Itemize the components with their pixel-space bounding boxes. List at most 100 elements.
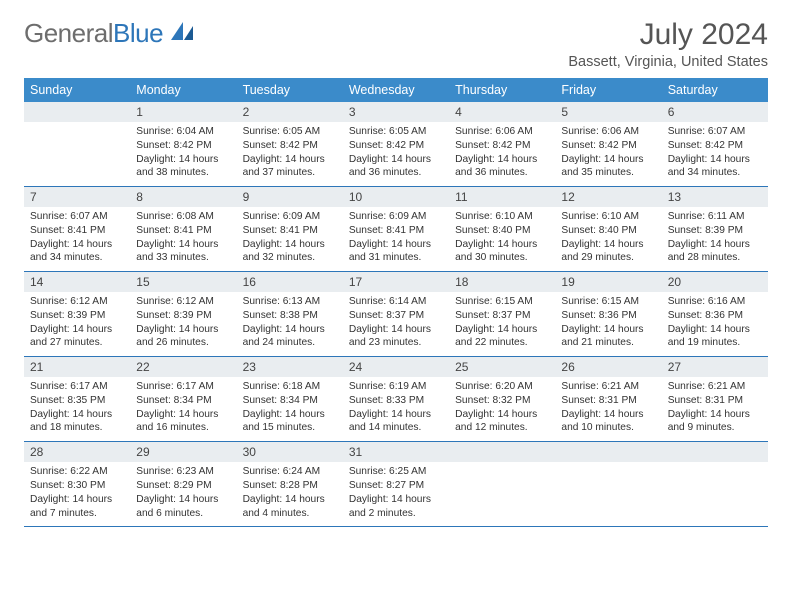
day-cell: 11Sunrise: 6:10 AMSunset: 8:40 PMDayligh… [449, 187, 555, 272]
day-cell [24, 102, 130, 187]
day-cell: 8Sunrise: 6:08 AMSunset: 8:41 PMDaylight… [130, 187, 236, 272]
day-cell: 13Sunrise: 6:11 AMSunset: 8:39 PMDayligh… [662, 187, 768, 272]
day-body: Sunrise: 6:12 AMSunset: 8:39 PMDaylight:… [130, 292, 236, 356]
day-body: Sunrise: 6:08 AMSunset: 8:41 PMDaylight:… [130, 207, 236, 271]
logo-sail-icon [169, 20, 197, 47]
day-cell: 12Sunrise: 6:10 AMSunset: 8:40 PMDayligh… [555, 187, 661, 272]
day-body: Sunrise: 6:15 AMSunset: 8:36 PMDaylight:… [555, 292, 661, 356]
day-body: Sunrise: 6:18 AMSunset: 8:34 PMDaylight:… [237, 377, 343, 441]
day-body: Sunrise: 6:04 AMSunset: 8:42 PMDaylight:… [130, 122, 236, 186]
day-body: Sunrise: 6:10 AMSunset: 8:40 PMDaylight:… [449, 207, 555, 271]
day-number: 10 [343, 187, 449, 207]
weekday-header: Monday [130, 78, 236, 102]
week-row: 28Sunrise: 6:22 AMSunset: 8:30 PMDayligh… [24, 442, 768, 527]
day-cell: 1Sunrise: 6:04 AMSunset: 8:42 PMDaylight… [130, 102, 236, 187]
day-number: 7 [24, 187, 130, 207]
day-number: 5 [555, 102, 661, 122]
day-cell: 7Sunrise: 6:07 AMSunset: 8:41 PMDaylight… [24, 187, 130, 272]
day-number: 25 [449, 357, 555, 377]
day-number: 19 [555, 272, 661, 292]
day-number: 22 [130, 357, 236, 377]
day-body-empty [662, 462, 768, 516]
day-number: 6 [662, 102, 768, 122]
logo-part2: Blue [113, 18, 163, 48]
weekday-header: Sunday [24, 78, 130, 102]
day-number: 18 [449, 272, 555, 292]
day-cell: 29Sunrise: 6:23 AMSunset: 8:29 PMDayligh… [130, 442, 236, 527]
day-body: Sunrise: 6:07 AMSunset: 8:42 PMDaylight:… [662, 122, 768, 186]
day-body: Sunrise: 6:21 AMSunset: 8:31 PMDaylight:… [662, 377, 768, 441]
week-row: 14Sunrise: 6:12 AMSunset: 8:39 PMDayligh… [24, 272, 768, 357]
day-body-empty [555, 462, 661, 516]
calendar-table: Sunday Monday Tuesday Wednesday Thursday… [24, 78, 768, 527]
day-body: Sunrise: 6:17 AMSunset: 8:35 PMDaylight:… [24, 377, 130, 441]
day-number: 16 [237, 272, 343, 292]
weekday-header: Friday [555, 78, 661, 102]
week-row: 21Sunrise: 6:17 AMSunset: 8:35 PMDayligh… [24, 357, 768, 442]
day-number: 2 [237, 102, 343, 122]
day-number-empty [449, 442, 555, 462]
day-cell: 10Sunrise: 6:09 AMSunset: 8:41 PMDayligh… [343, 187, 449, 272]
day-cell: 22Sunrise: 6:17 AMSunset: 8:34 PMDayligh… [130, 357, 236, 442]
day-cell: 3Sunrise: 6:05 AMSunset: 8:42 PMDaylight… [343, 102, 449, 187]
day-body: Sunrise: 6:14 AMSunset: 8:37 PMDaylight:… [343, 292, 449, 356]
day-number: 21 [24, 357, 130, 377]
day-body: Sunrise: 6:25 AMSunset: 8:27 PMDaylight:… [343, 462, 449, 526]
day-body: Sunrise: 6:24 AMSunset: 8:28 PMDaylight:… [237, 462, 343, 526]
day-body: Sunrise: 6:15 AMSunset: 8:37 PMDaylight:… [449, 292, 555, 356]
day-number-empty [24, 102, 130, 122]
day-cell: 16Sunrise: 6:13 AMSunset: 8:38 PMDayligh… [237, 272, 343, 357]
day-body: Sunrise: 6:12 AMSunset: 8:39 PMDaylight:… [24, 292, 130, 356]
day-number: 13 [662, 187, 768, 207]
day-number-empty [555, 442, 661, 462]
day-cell: 14Sunrise: 6:12 AMSunset: 8:39 PMDayligh… [24, 272, 130, 357]
day-cell: 20Sunrise: 6:16 AMSunset: 8:36 PMDayligh… [662, 272, 768, 357]
day-cell: 19Sunrise: 6:15 AMSunset: 8:36 PMDayligh… [555, 272, 661, 357]
day-body: Sunrise: 6:19 AMSunset: 8:33 PMDaylight:… [343, 377, 449, 441]
day-body-empty [449, 462, 555, 516]
day-number: 4 [449, 102, 555, 122]
day-body: Sunrise: 6:09 AMSunset: 8:41 PMDaylight:… [343, 207, 449, 271]
page-title: July 2024 [568, 18, 768, 52]
day-cell [449, 442, 555, 527]
logo: GeneralBlue [24, 18, 197, 49]
day-number: 30 [237, 442, 343, 462]
day-cell [555, 442, 661, 527]
day-cell: 6Sunrise: 6:07 AMSunset: 8:42 PMDaylight… [662, 102, 768, 187]
day-number: 17 [343, 272, 449, 292]
day-number: 29 [130, 442, 236, 462]
header: GeneralBlue July 2024 Bassett, Virginia,… [24, 18, 768, 70]
day-number: 31 [343, 442, 449, 462]
week-row: 7Sunrise: 6:07 AMSunset: 8:41 PMDaylight… [24, 187, 768, 272]
day-body: Sunrise: 6:23 AMSunset: 8:29 PMDaylight:… [130, 462, 236, 526]
day-cell: 4Sunrise: 6:06 AMSunset: 8:42 PMDaylight… [449, 102, 555, 187]
day-cell: 25Sunrise: 6:20 AMSunset: 8:32 PMDayligh… [449, 357, 555, 442]
day-cell: 5Sunrise: 6:06 AMSunset: 8:42 PMDaylight… [555, 102, 661, 187]
day-cell: 30Sunrise: 6:24 AMSunset: 8:28 PMDayligh… [237, 442, 343, 527]
day-number: 26 [555, 357, 661, 377]
day-cell: 24Sunrise: 6:19 AMSunset: 8:33 PMDayligh… [343, 357, 449, 442]
day-cell: 28Sunrise: 6:22 AMSunset: 8:30 PMDayligh… [24, 442, 130, 527]
day-body: Sunrise: 6:16 AMSunset: 8:36 PMDaylight:… [662, 292, 768, 356]
weekday-header-row: Sunday Monday Tuesday Wednesday Thursday… [24, 78, 768, 102]
day-cell: 27Sunrise: 6:21 AMSunset: 8:31 PMDayligh… [662, 357, 768, 442]
day-body: Sunrise: 6:11 AMSunset: 8:39 PMDaylight:… [662, 207, 768, 271]
weekday-header: Thursday [449, 78, 555, 102]
day-cell: 15Sunrise: 6:12 AMSunset: 8:39 PMDayligh… [130, 272, 236, 357]
day-cell [662, 442, 768, 527]
day-cell: 2Sunrise: 6:05 AMSunset: 8:42 PMDaylight… [237, 102, 343, 187]
day-body: Sunrise: 6:13 AMSunset: 8:38 PMDaylight:… [237, 292, 343, 356]
day-body: Sunrise: 6:05 AMSunset: 8:42 PMDaylight:… [237, 122, 343, 186]
day-cell: 18Sunrise: 6:15 AMSunset: 8:37 PMDayligh… [449, 272, 555, 357]
day-number: 14 [24, 272, 130, 292]
day-cell: 23Sunrise: 6:18 AMSunset: 8:34 PMDayligh… [237, 357, 343, 442]
day-number: 12 [555, 187, 661, 207]
logo-text: GeneralBlue [24, 18, 163, 49]
day-body: Sunrise: 6:10 AMSunset: 8:40 PMDaylight:… [555, 207, 661, 271]
day-cell: 31Sunrise: 6:25 AMSunset: 8:27 PMDayligh… [343, 442, 449, 527]
day-cell: 21Sunrise: 6:17 AMSunset: 8:35 PMDayligh… [24, 357, 130, 442]
weekday-header: Saturday [662, 78, 768, 102]
day-body: Sunrise: 6:22 AMSunset: 8:30 PMDaylight:… [24, 462, 130, 526]
day-body: Sunrise: 6:21 AMSunset: 8:31 PMDaylight:… [555, 377, 661, 441]
title-block: July 2024 Bassett, Virginia, United Stat… [568, 18, 768, 70]
